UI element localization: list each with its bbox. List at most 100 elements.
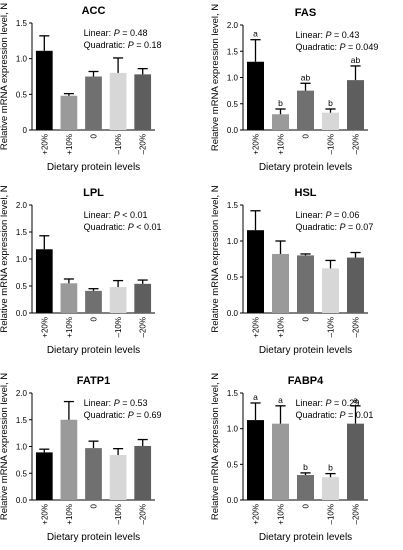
stat-linear: Linear: P < 0.01	[84, 210, 148, 220]
significance-letter: a	[253, 29, 258, 39]
bar-2	[60, 95, 78, 130]
x-tick-label: –20%	[139, 317, 148, 337]
bar-1	[247, 420, 264, 500]
stat-quadratic: Quadratic: P < 0.01	[84, 222, 162, 232]
bar-4	[109, 72, 127, 130]
panel-title: LPL	[83, 187, 104, 199]
stat-linear: Linear: P = 0.29	[296, 398, 360, 408]
x-tick-label: –20%	[352, 134, 361, 154]
x-tick-label: –20%	[139, 134, 148, 154]
bar-5	[347, 80, 364, 130]
bar-5	[347, 423, 364, 500]
stat-quadratic: Quadratic: P = 0.69	[84, 410, 162, 420]
y-tick-label: 0.0	[227, 126, 239, 135]
bar-3	[85, 290, 102, 313]
bar-1	[35, 50, 53, 130]
x-tick-label: –10%	[114, 504, 123, 524]
x-tick-label: +10%	[277, 317, 286, 338]
y-axis-label: Relative mRNA expression level, N	[0, 185, 10, 332]
significance-letter: a	[278, 395, 283, 405]
y-tick-label: 1.5	[227, 201, 239, 210]
x-tick-label: +20%	[40, 504, 49, 525]
x-tick-label: –20%	[352, 504, 361, 524]
x-axis-label: Dietary protein levels	[259, 162, 352, 173]
y-tick-label: 0.5	[16, 90, 28, 99]
y-tick-label: 1.0	[227, 74, 239, 83]
panel-title: ACC	[82, 5, 106, 17]
bar-1	[35, 249, 53, 313]
y-tick-label: 1.0	[16, 443, 28, 452]
y-tick-label: 2.0	[16, 201, 28, 210]
x-tick-label: 0	[302, 316, 311, 321]
y-axis-label: Relative mRNA expression level, N	[210, 185, 221, 332]
panel-hsl: HSL Relative mRNA expression level, N 0.0 0…	[210, 185, 373, 356]
panel-title: FAS	[295, 7, 316, 19]
significance-letter: b	[278, 98, 283, 108]
y-tick-label: 1.5	[16, 228, 28, 237]
stat-linear: Linear: P = 0.53	[84, 398, 148, 408]
significance-letter: a	[353, 395, 358, 405]
x-axis-label: Dietary protein levels	[47, 162, 140, 173]
stat-quadratic: Quadratic: P = 0.18	[84, 40, 162, 50]
stat-quadratic: Quadratic: P = 0.049	[296, 42, 379, 52]
x-tick-label: –10%	[114, 317, 123, 337]
panel-title: FABP4	[288, 375, 324, 387]
panel-lpl: LPL Relative mRNA expression level, N 0.0 0…	[0, 185, 161, 356]
significance-letter: ab	[351, 55, 361, 65]
y-tick-label: 1.5	[227, 389, 239, 398]
x-tick-label: –10%	[114, 134, 123, 154]
y-tick-label: 0.5	[227, 460, 239, 469]
panel-fabp4: FABP4 Relative mRNA expression level, N 0.…	[210, 373, 373, 543]
x-tick-label: +20%	[252, 134, 261, 155]
y-axis-label: Relative mRNA expression level, N	[210, 373, 221, 520]
panel-fas: FAS Relative mRNA expression level, N 0.0 0…	[210, 4, 378, 173]
bar-5	[134, 283, 152, 313]
x-tick-label: +20%	[252, 317, 261, 338]
stat-linear: Linear: P = 0.43	[296, 30, 360, 40]
y-tick-label: 1.0	[227, 237, 239, 246]
bar-3	[85, 448, 102, 500]
x-tick-label: +10%	[65, 504, 74, 525]
bar-4	[109, 287, 127, 313]
bar-4	[322, 112, 339, 130]
bar-1	[247, 230, 264, 313]
bar-2	[60, 419, 78, 500]
y-axis-label: Relative mRNA expression level, N	[0, 3, 10, 150]
bar-5	[347, 257, 364, 313]
y-axis-label: Relative mRNA expression level, N	[210, 4, 221, 151]
bar-5	[134, 445, 152, 500]
x-tick-label: –20%	[139, 504, 148, 524]
x-axis-label: Dietary protein levels	[47, 345, 140, 356]
y-tick-label: 0.0	[16, 496, 28, 505]
x-tick-label: +20%	[252, 504, 261, 525]
panel-fatp1: FATP1 Relative mRNA expression level, N 0.…	[0, 373, 161, 543]
bar-2	[272, 423, 289, 500]
x-tick-label: –10%	[327, 504, 336, 524]
significance-letter: b	[303, 462, 308, 472]
y-tick-label: 0	[23, 126, 28, 135]
bar-2	[272, 253, 289, 313]
stat-linear: Linear: P = 0.48	[84, 28, 148, 38]
significance-letter: ab	[301, 72, 311, 82]
x-tick-label: +10%	[65, 134, 74, 155]
x-tick-label: +10%	[65, 317, 74, 338]
bar-3	[297, 475, 314, 500]
y-tick-label: 1.0	[227, 425, 239, 434]
x-tick-label: –20%	[352, 317, 361, 337]
bar-2	[272, 114, 289, 130]
x-tick-label: 0	[302, 503, 311, 508]
x-axis-label: Dietary protein levels	[259, 345, 352, 356]
stat-quadratic: Quadratic: P = 0.01	[296, 410, 374, 420]
x-tick-label: 0	[302, 133, 311, 138]
x-tick-label: –10%	[327, 317, 336, 337]
bar-4	[109, 455, 127, 500]
x-tick-label: –10%	[327, 134, 336, 154]
x-axis-label: Dietary protein levels	[47, 532, 140, 543]
x-tick-label: 0	[90, 503, 99, 508]
significance-letter: b	[328, 463, 333, 473]
bar-2	[60, 283, 78, 313]
x-tick-label: 0	[90, 133, 99, 138]
y-tick-label: 0.5	[16, 469, 28, 478]
panel-title: FATP1	[77, 375, 110, 387]
x-tick-label: +20%	[40, 134, 49, 155]
